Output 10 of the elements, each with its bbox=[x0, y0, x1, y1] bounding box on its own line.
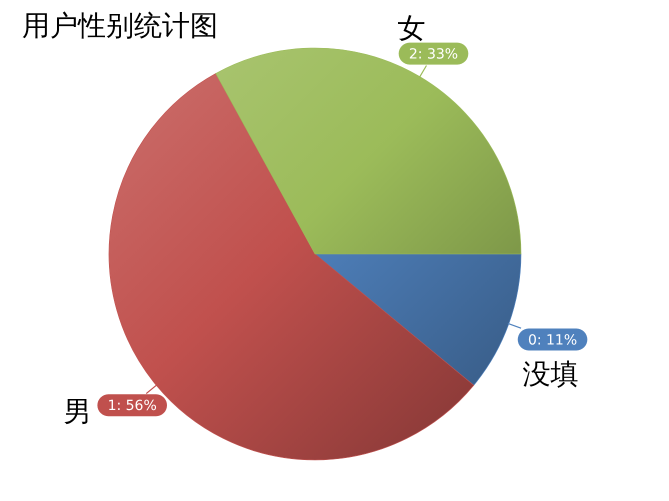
slice-label: 女 bbox=[397, 12, 426, 45]
legend-label: 男 bbox=[63, 395, 92, 428]
pie-slice bbox=[314, 254, 522, 386]
data-label: 0: 11% bbox=[528, 332, 578, 349]
data-label: 1: 56% bbox=[108, 398, 157, 414]
slice-label: 没填 bbox=[522, 358, 579, 391]
chart-title: 用户性别统计图 bbox=[22, 8, 218, 44]
pie-slice bbox=[109, 73, 474, 460]
data-label: 2: 33% bbox=[408, 46, 458, 63]
pie-slice bbox=[215, 48, 522, 254]
